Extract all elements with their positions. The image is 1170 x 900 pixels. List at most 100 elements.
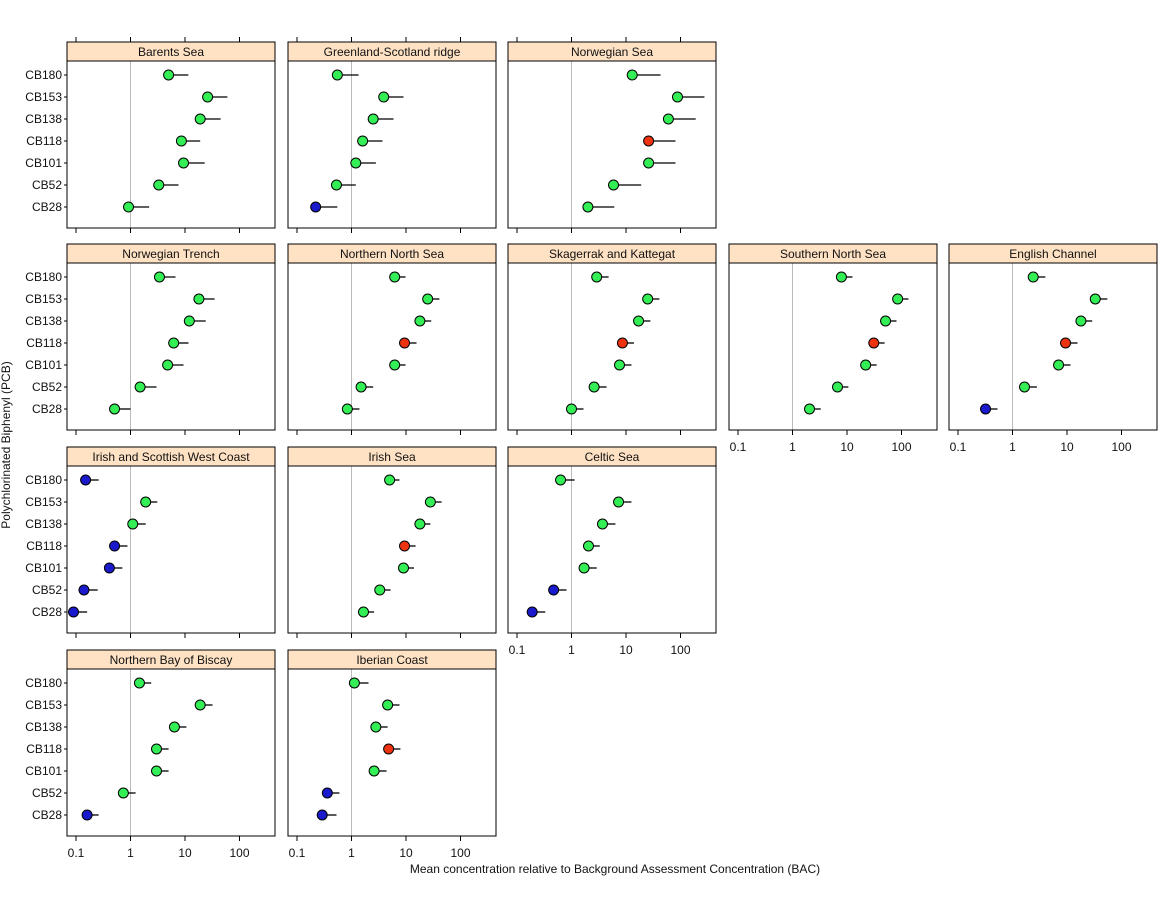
data-point-cb153 [194,699,206,711]
y-tick-label: CB180 [25,676,62,690]
data-point-cb52 [134,381,146,393]
y-tick-label: CB101 [25,764,62,778]
strip-title: Iberian Coast [356,653,428,667]
data-point-cb153 [422,293,434,305]
strip-title: Greenland-Scotland ridge [324,45,461,59]
data-point-cb153 [378,91,390,103]
y-tick-label: CB180 [25,270,62,284]
data-point-cb138 [662,113,674,125]
y-tick-label: CB52 [32,583,62,597]
x-tick-label: 100 [1111,440,1131,454]
x-tick-label: 10 [1060,440,1074,454]
data-point-cb138 [414,315,426,327]
panel-border [287,41,497,229]
data-point-cb52 [330,179,342,191]
panel-border [66,243,276,431]
panel-background [288,61,496,228]
panel-background [67,466,275,633]
x-tick-label: 100 [670,643,690,657]
data-point-cb118 [109,540,121,552]
y-tick-label: CB138 [25,517,62,531]
y-tick-label: CB118 [26,742,62,756]
data-point-cb180 [331,69,343,81]
data-point-cb180 [555,474,567,486]
panel-border [287,446,497,634]
x-tick-label: 1 [568,643,575,657]
data-point-cb180 [80,474,92,486]
strip-title: Irish and Scottish West Coast [92,450,250,464]
panel-irish-and-scottish-west-coast: Irish and Scottish West Coast [66,446,276,638]
data-point-cb180 [153,271,165,283]
data-point-cb138 [880,315,892,327]
data-point-cb101 [103,562,115,574]
panel-norwegian-trench: Norwegian Trench [66,243,276,435]
data-point-cb28 [357,606,369,618]
data-point-cb138 [168,721,180,733]
data-point-cb101 [1053,359,1065,371]
x-tick-label: 10 [619,643,633,657]
data-point-cb28 [81,809,93,821]
data-point-cb118 [868,337,880,349]
data-point-cb180 [163,69,175,81]
data-point-cb180 [389,271,401,283]
panel-southern-north-sea: Southern North Sea 0.1 1 10 100 [728,243,938,454]
data-point-cb101 [614,359,626,371]
x-axis-label: Mean concentration relative to Backgroun… [410,862,820,876]
data-point-cb101 [860,359,872,371]
data-point-cb28 [566,403,577,415]
data-point-cb153 [613,496,625,508]
data-point-cb101 [350,157,362,169]
data-point-cb101 [643,157,655,169]
panel-background [508,61,716,228]
data-point-cb101 [398,562,410,574]
data-point-cb118 [582,540,594,552]
data-point-cb101 [389,359,401,371]
data-point-cb153 [892,293,904,305]
data-point-cb180 [1027,271,1039,283]
data-point-cb180 [133,677,145,689]
data-point-cb138 [633,315,645,327]
panel-northern-bay-of-biscay: Northern Bay of Biscay 0.1 1 10 100 [66,649,276,860]
panel-english-channel: English Channel 0.1 1 10 100 [948,243,1158,454]
data-point-cb118 [151,743,163,755]
data-point-cb138 [414,518,426,530]
data-point-cb28 [109,403,121,415]
x-tick-label: 0.1 [289,846,306,860]
x-tick-label: 10 [178,846,192,860]
y-tick-label: CB138 [25,314,62,328]
data-point-cb153 [642,293,654,305]
y-tick-label: CB153 [25,292,62,306]
y-tick-label: CB52 [32,178,62,192]
data-point-cb180 [348,677,360,689]
data-point-cb153 [140,496,152,508]
data-point-cb28 [123,201,135,213]
strip-title: Celtic Sea [585,450,640,464]
data-point-cb52 [1018,381,1030,393]
data-point-cb52 [321,787,333,799]
data-point-cb153 [382,699,394,711]
panel-border [507,446,717,634]
y-tick-label: CB101 [25,358,62,372]
x-tick-label: 10 [399,846,413,860]
data-point-cb180 [591,271,603,283]
panel-iberian-coast: Iberian Coast 0.1 1 10 100 [287,649,497,860]
y-tick-label: CB118 [26,134,62,148]
strip-title: Southern North Sea [780,247,886,261]
panel-background [288,263,496,430]
y-tick-label: CB153 [25,495,62,509]
data-point-cb153 [1089,293,1101,305]
y-tick-label: CB138 [25,112,62,126]
y-tick-label: CB28 [32,200,62,214]
panel-background [508,466,716,633]
data-point-cb153 [671,91,683,103]
y-tick-label: CB153 [25,90,62,104]
data-point-cb118 [399,337,411,349]
data-point-cb153 [202,91,214,103]
data-point-cb118 [168,337,180,349]
data-point-cb138 [194,113,206,125]
panel-border [66,446,276,634]
data-point-cb101 [178,157,190,169]
data-point-cb138 [1075,315,1087,327]
data-point-cb28 [316,809,328,821]
data-point-cb138 [596,518,608,530]
